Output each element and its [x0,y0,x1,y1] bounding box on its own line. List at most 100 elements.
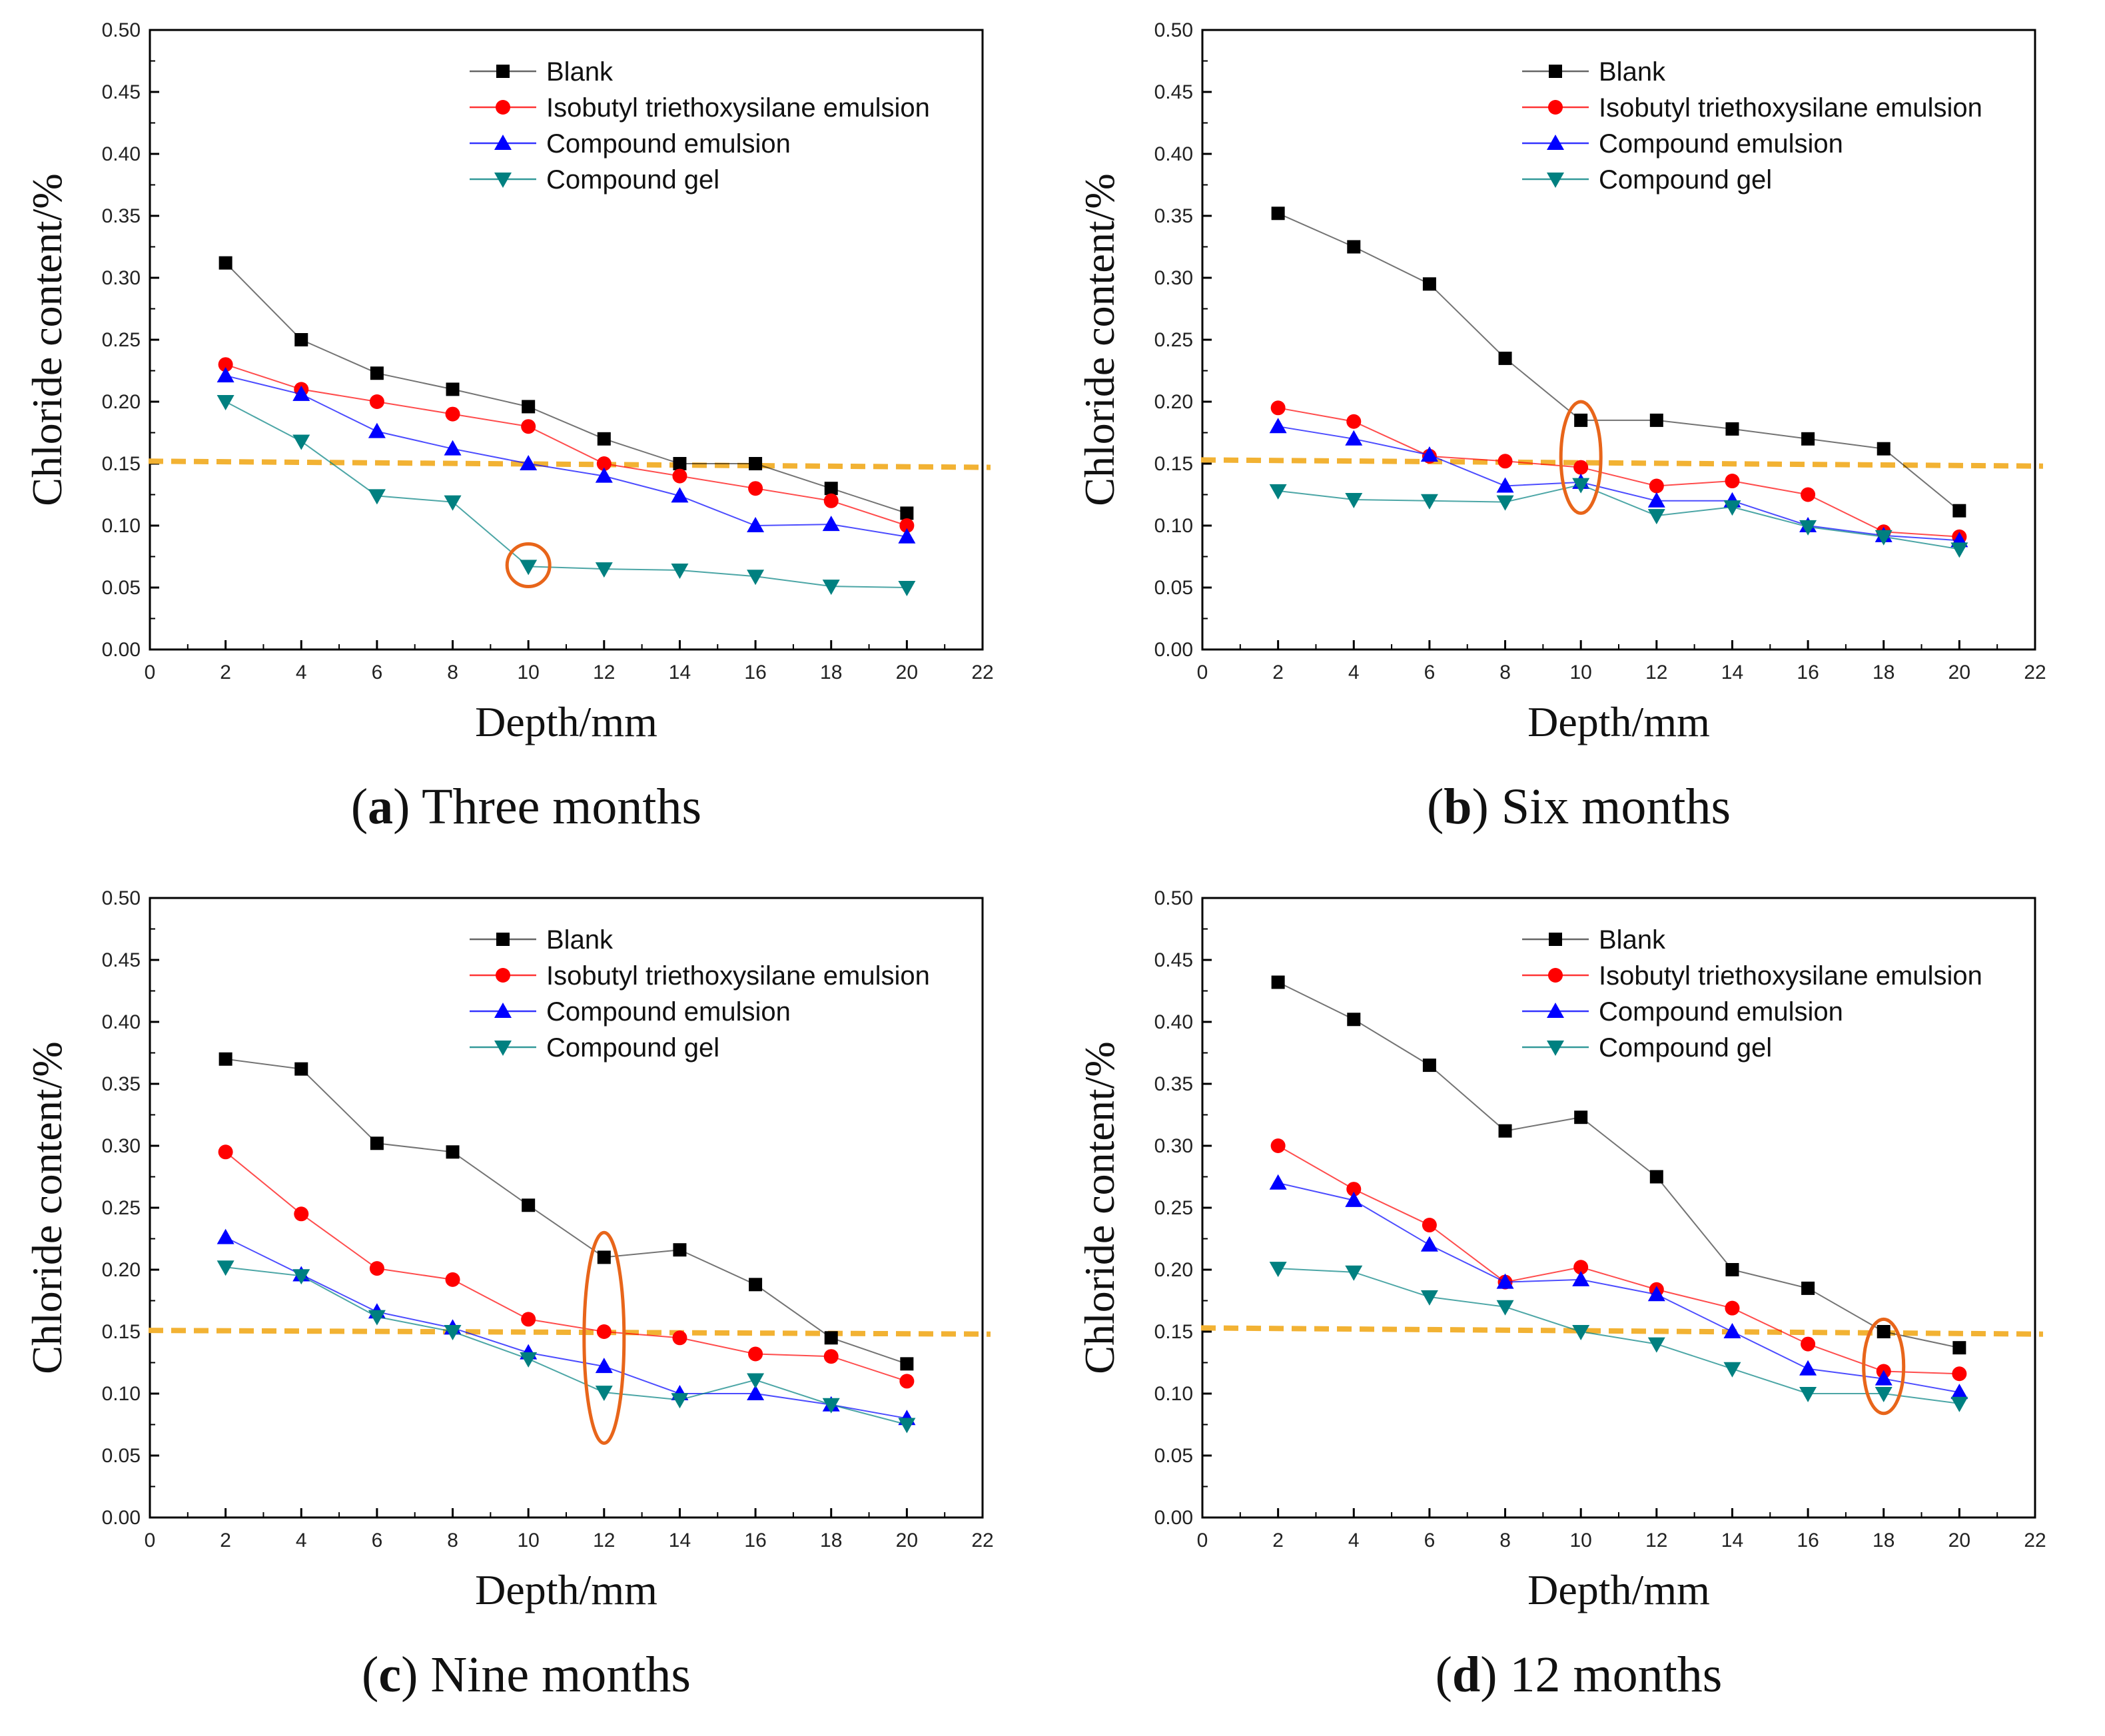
x-tick-label: 14 [669,661,691,683]
y-axis-title: Chloride content/% [1076,173,1123,506]
series-line-isobutyl [225,364,907,526]
y-tick-label: 0.30 [102,1135,141,1157]
point-compound-gel [292,434,310,450]
x-tick-label: 0 [1197,1529,1208,1551]
point-compound-gel [747,1373,765,1389]
point-compound-emulsion [1345,1191,1363,1207]
point-blank [370,366,384,380]
point-blank [824,1331,838,1345]
point-isobutyl [596,456,612,471]
point-compound-gel [1647,1337,1665,1353]
x-tick-label: 8 [1499,661,1511,683]
point-blank [1725,422,1739,436]
point-compound-gel [520,1352,538,1368]
point-compound-gel [1572,478,1590,494]
x-tick-label: 14 [1721,1529,1743,1551]
y-tick-label: 0.30 [102,267,141,289]
x-tick-label: 20 [896,1529,918,1551]
point-blank [294,333,308,346]
series-line-compound-gel [225,401,907,588]
point-isobutyl [672,468,687,484]
point-blank [1271,207,1285,220]
y-tick-label: 0.35 [1154,205,1193,227]
point-compound-gel [671,1393,689,1409]
series-line-compound-gel [1278,1268,1960,1404]
point-compound-gel [822,580,840,596]
point-compound-gel [1345,492,1363,508]
legend-marker-blank [496,65,510,78]
y-tick-label: 0.05 [102,1445,141,1467]
panel-12-months: 0.00 0.05 0.10 0.15 0.20 0.25 0.30 0.35 0.40 0.45… [1052,868,2105,1736]
point-blank [1725,1263,1739,1276]
y-tick-label: 0.15 [1154,453,1193,475]
highlight-ellipse [1862,1317,1906,1416]
point-isobutyl [748,1346,763,1362]
point-compound-gel [747,570,765,586]
x-tick-label: 22 [2024,661,2046,683]
x-tick-label: 16 [744,661,766,683]
y-tick-label: 0.45 [1154,949,1193,971]
x-axis-title: Depth/mm [475,1566,657,1613]
x-axis-title: Depth/mm [475,698,657,745]
y-tick-label: 0.25 [102,1197,141,1219]
x-tick-label: 22 [2024,1529,2046,1551]
point-blank [749,1278,763,1292]
x-tick-label: 22 [971,1529,993,1551]
x-tick-label: 18 [1873,1529,1894,1551]
y-tick-label: 0.20 [102,1259,141,1281]
legend-marker-isobutyl [496,100,510,115]
plot-frame [149,897,984,1519]
point-compound-emulsion [1496,477,1514,493]
y-tick-label: 0.10 [1154,515,1193,537]
x-tick-label: 12 [1645,661,1667,683]
y-tick-label: 0.15 [102,1321,141,1343]
series-line-blank [1278,981,1960,1349]
x-tick-label: 18 [820,1529,842,1551]
point-isobutyl [1270,1138,1286,1153]
point-compound-gel [444,1325,462,1340]
series-line-blank [224,262,907,514]
x-tick-label: 2 [1272,1529,1284,1551]
point-blank [1877,1325,1891,1338]
point-compound-gel [1496,495,1514,511]
y-tick-label: 0.50 [1154,887,1193,909]
x-tick-label: 4 [1348,1529,1360,1551]
point-compound-emulsion [1875,1370,1893,1386]
point-isobutyl [1801,487,1816,502]
legend-label-compound-gel: Compound gel [546,165,719,195]
legend-marker-compound-emulsion [1547,1003,1564,1018]
y-axis-title: Chloride content/% [23,173,71,506]
y-tick-label: 0.30 [1154,1135,1193,1157]
point-blank [294,1062,308,1076]
x-tick-label: 4 [1348,661,1360,683]
point-isobutyl [1346,1182,1362,1197]
y-tick-label: 0.00 [102,639,141,661]
y-tick-label: 0.05 [1154,1445,1193,1467]
x-tick-label: 4 [296,1529,307,1551]
x-tick-label: 8 [447,1529,458,1551]
point-isobutyl [218,1144,233,1160]
point-compound-gel [1950,1396,1968,1412]
y-tick-label: 0.35 [102,1073,141,1095]
x-tick-label: 12 [593,661,615,683]
series-line-compound-emulsion [225,374,907,538]
series-line-isobutyl [225,1151,907,1382]
highlight-ellipse [1559,400,1603,515]
x-tick-label: 8 [447,661,458,683]
y-tick-label: 0.10 [102,1383,141,1405]
y-tick-label: 0.40 [1154,143,1193,165]
caption-three-months: (a) Three months [350,779,702,835]
threshold-line [1200,457,2044,469]
legend-label-isobutyl: Isobutyl triethoxysilane emulsion [546,961,930,991]
legend-marker-compound-gel [1547,173,1564,188]
y-tick-label: 0.15 [1154,1321,1193,1343]
point-compound-gel [898,1418,916,1434]
y-tick-label: 0.25 [1154,1197,1193,1219]
point-isobutyl [1801,1336,1816,1352]
x-axis-title: Depth/mm [1527,1566,1710,1613]
y-tick-label: 0.10 [102,515,141,537]
point-compound-gel [898,581,916,596]
point-isobutyl [1573,1260,1589,1275]
legend-label-blank: Blank [546,925,614,955]
point-isobutyl [1649,478,1664,494]
